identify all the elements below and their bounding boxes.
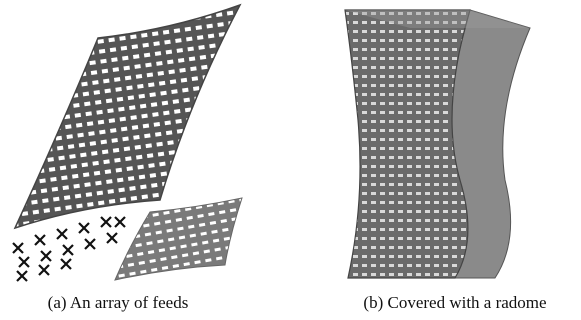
feeds [13,217,125,281]
array-panel [15,5,240,228]
figure: (a) An array of feeds (b) Covered with a… [0,0,581,320]
caption: (a) An array of feeds [48,293,189,312]
caption: (b) Covered with a radome [363,293,546,312]
radome-front [345,10,470,278]
feed-panel [115,198,242,280]
page: (a) An array of feeds (b) Covered with a… [0,0,581,320]
